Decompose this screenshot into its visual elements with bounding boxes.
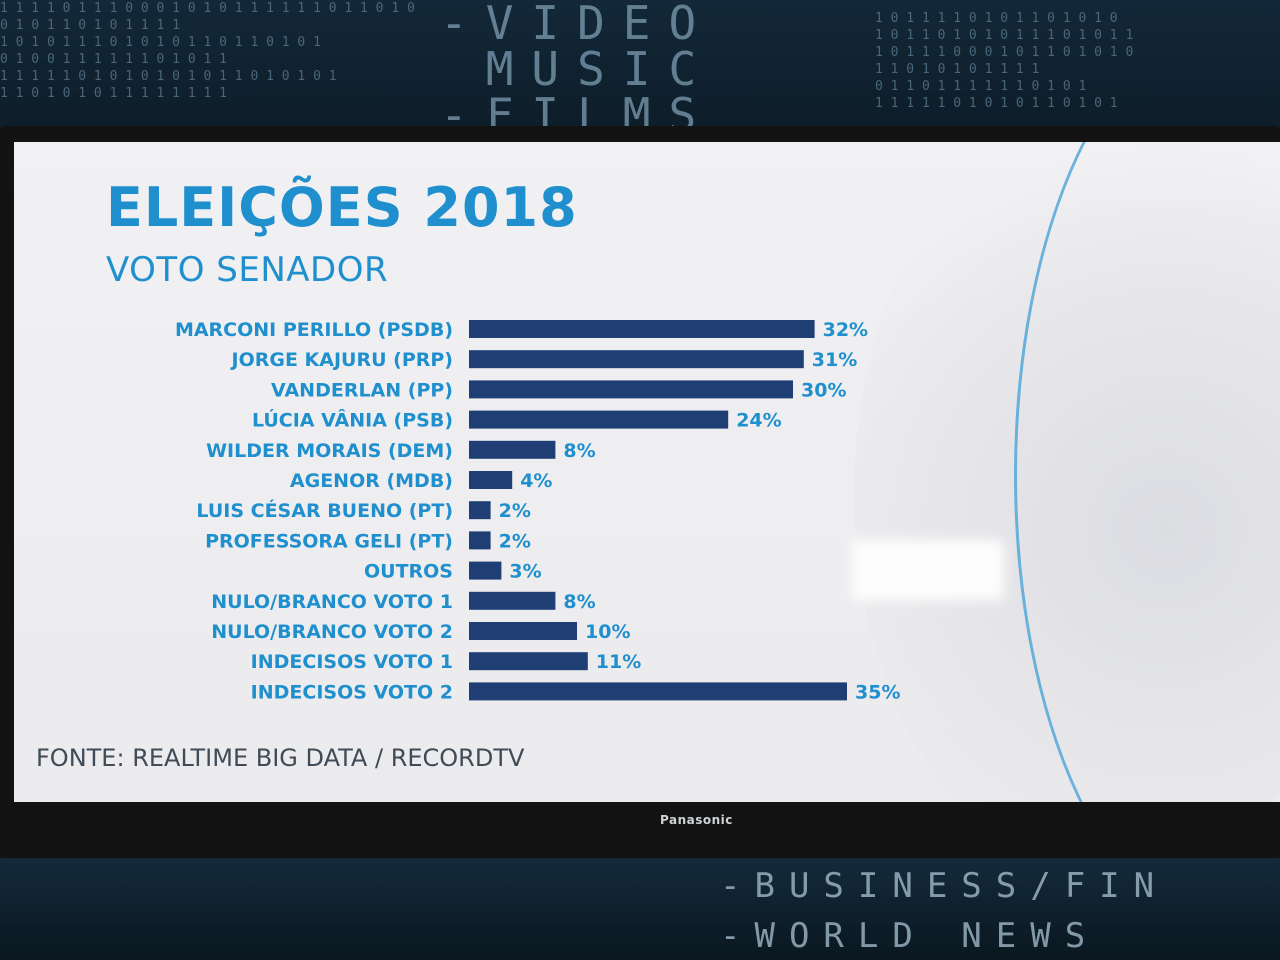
value-label: 3% [509,561,541,583]
bar [469,591,556,610]
value-label: 10% [585,621,630,643]
value-label: 32% [823,319,868,341]
value-label: 8% [563,440,595,462]
bar [469,622,577,640]
ceiling-light-glare [852,540,1004,600]
bar [469,682,847,701]
page-title: ELEIÇÕES 2018 [106,176,578,239]
studio-wall-words: -VIDEO MUSIC -FILMS [440,0,715,140]
bar [469,440,556,459]
category-label: PROFESSORA GELI (PT) [205,530,453,552]
category-label: WILDER MORAIS (DEM) [206,440,453,462]
category-label: JORGE KAJURU (PRP) [230,349,454,371]
value-label: 31% [812,349,857,371]
value-label: 30% [801,379,846,401]
bar [469,320,815,338]
category-label: LUIS CÉSAR BUENO (PT) [196,499,453,522]
category-label: VANDERLAN (PP) [271,379,453,401]
bar [469,471,513,489]
category-label: INDECISOS VOTO 2 [251,681,453,703]
category-label: NULO/BRANCO VOTO 2 [211,621,453,643]
studio-wall-text-world-news: -WORLD NEWS [720,916,1100,956]
bar [469,350,804,369]
page-subtitle: VOTO SENADOR [106,250,389,290]
studio-wall-text-business: -BUSINESS/FIN [720,866,1169,906]
studio-backdrop-bottom: -BUSINESS/FIN -WORLD NEWS [0,858,1280,960]
category-label: INDECISOS VOTO 1 [251,651,453,673]
value-label: 2% [499,530,531,552]
value-label: 24% [736,410,781,432]
binary-wall-decoration-left: 1 1 1 1 0 1 1 1 0 0 0 1 0 1 0 1 1 1 1 1 … [0,1,415,101]
bar-chart: MARCONI PERILLO (PSDB) 32% JORGE KAJURU (P… [175,319,901,703]
value-label: 35% [855,681,900,703]
bar [469,380,793,399]
source-caption: FONTE: REALTIME BIG DATA / RECORDTV [36,744,525,772]
bar [469,561,502,580]
category-label: LÚCIA VÂNIA (PSB) [252,408,453,432]
category-label: AGENOR (MDB) [290,470,453,492]
bar [469,410,729,429]
value-label: 2% [499,500,531,522]
bar [469,652,588,671]
value-label: 11% [596,651,641,673]
value-label: 8% [563,591,595,613]
category-label: OUTROS [364,561,453,583]
studio-backdrop-top: 1 1 1 1 0 1 1 1 0 0 0 1 0 1 0 1 1 1 1 1 … [0,0,1280,140]
tv-screen: ELEIÇÕES 2018 VOTO SENADOR MARCONI PERIL… [14,142,1280,802]
category-label: MARCONI PERILLO (PSDB) [175,319,453,341]
category-label: NULO/BRANCO VOTO 1 [211,591,453,613]
tv-brand-logo: Panasonic [660,813,733,827]
value-label: 4% [520,470,552,492]
bar [469,501,491,520]
background-ring-decoration [1014,142,1280,802]
binary-wall-decoration-right: 1 0 1 1 1 1 0 1 0 1 1 0 1 0 1 0 1 0 1 1 … [875,11,1134,111]
bar [469,531,491,550]
